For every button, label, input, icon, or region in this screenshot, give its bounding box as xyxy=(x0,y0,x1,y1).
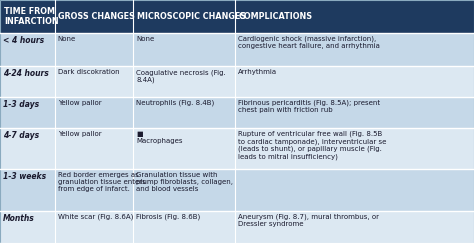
Text: < 4 hours: < 4 hours xyxy=(3,36,45,45)
Bar xyxy=(235,128,474,169)
Text: Rupture of ventricular free wall (Fig. 8.5B
to cardiac tamponade), interventricu: Rupture of ventricular free wall (Fig. 8… xyxy=(238,131,386,160)
Bar xyxy=(55,0,133,33)
Bar xyxy=(0,33,55,66)
Text: White scar (Fig. 8.6A): White scar (Fig. 8.6A) xyxy=(58,214,133,220)
Text: Aneurysm (Fig. 8.7), mural thrombus, or
Dressler syndrome: Aneurysm (Fig. 8.7), mural thrombus, or … xyxy=(238,214,379,227)
Bar xyxy=(0,0,55,33)
Text: ■
Macrophages: ■ Macrophages xyxy=(136,131,182,144)
Text: Coagulative necrosis (Fig.
8.4A): Coagulative necrosis (Fig. 8.4A) xyxy=(136,69,226,83)
Text: 4-7 days: 4-7 days xyxy=(3,131,39,140)
Bar xyxy=(133,211,235,243)
Text: MICROSCOPIC CHANGES: MICROSCOPIC CHANGES xyxy=(137,12,246,21)
Text: Yellow pallor: Yellow pallor xyxy=(58,100,101,106)
Text: Months: Months xyxy=(3,214,35,223)
Text: Granulation tissue with
plump fibroblasts, collagen,
and blood vessels: Granulation tissue with plump fibroblast… xyxy=(136,172,233,192)
Bar xyxy=(235,66,474,97)
Bar xyxy=(133,66,235,97)
Bar xyxy=(133,128,235,169)
Bar xyxy=(0,169,55,211)
Text: COMPLICATIONS: COMPLICATIONS xyxy=(238,12,312,21)
Bar xyxy=(55,66,133,97)
Bar xyxy=(235,33,474,66)
Bar xyxy=(235,0,474,33)
Text: 4-24 hours: 4-24 hours xyxy=(3,69,49,78)
Text: Red border emerges as
granulation tissue enters
from edge of infarct.: Red border emerges as granulation tissue… xyxy=(58,172,146,192)
Bar xyxy=(133,169,235,211)
Text: 1-3 weeks: 1-3 weeks xyxy=(3,172,46,181)
Text: 1-3 days: 1-3 days xyxy=(3,100,39,109)
Text: Dark discokration: Dark discokration xyxy=(58,69,119,75)
Bar xyxy=(235,169,474,211)
Text: None: None xyxy=(58,36,76,42)
Bar xyxy=(133,97,235,128)
Text: Fibrosis (Fig. 8.6B): Fibrosis (Fig. 8.6B) xyxy=(136,214,201,220)
Text: Cardiogenic shock (massive infarction),
congestive heart failure, and arrhythmia: Cardiogenic shock (massive infarction), … xyxy=(238,36,380,49)
Bar xyxy=(0,211,55,243)
Bar xyxy=(133,0,235,33)
Text: Arrhythmia: Arrhythmia xyxy=(238,69,277,75)
Text: None: None xyxy=(136,36,155,42)
Bar xyxy=(55,33,133,66)
Text: TIME FROM
INFARCTION: TIME FROM INFARCTION xyxy=(4,7,58,26)
Bar xyxy=(55,169,133,211)
Bar xyxy=(55,211,133,243)
Bar xyxy=(133,33,235,66)
Bar xyxy=(235,97,474,128)
Bar xyxy=(55,128,133,169)
Bar xyxy=(235,211,474,243)
Text: Neutrophils (Fig. 8.4B): Neutrophils (Fig. 8.4B) xyxy=(136,100,214,106)
Bar xyxy=(0,97,55,128)
Text: Yellow pallor: Yellow pallor xyxy=(58,131,101,137)
Text: Fibrinous pericarditis (Fig. 8.5A); present
chest pain with friction rub: Fibrinous pericarditis (Fig. 8.5A); pres… xyxy=(238,100,380,113)
Bar xyxy=(0,66,55,97)
Bar xyxy=(0,128,55,169)
Bar xyxy=(55,97,133,128)
Text: GROSS CHANGES: GROSS CHANGES xyxy=(58,12,135,21)
